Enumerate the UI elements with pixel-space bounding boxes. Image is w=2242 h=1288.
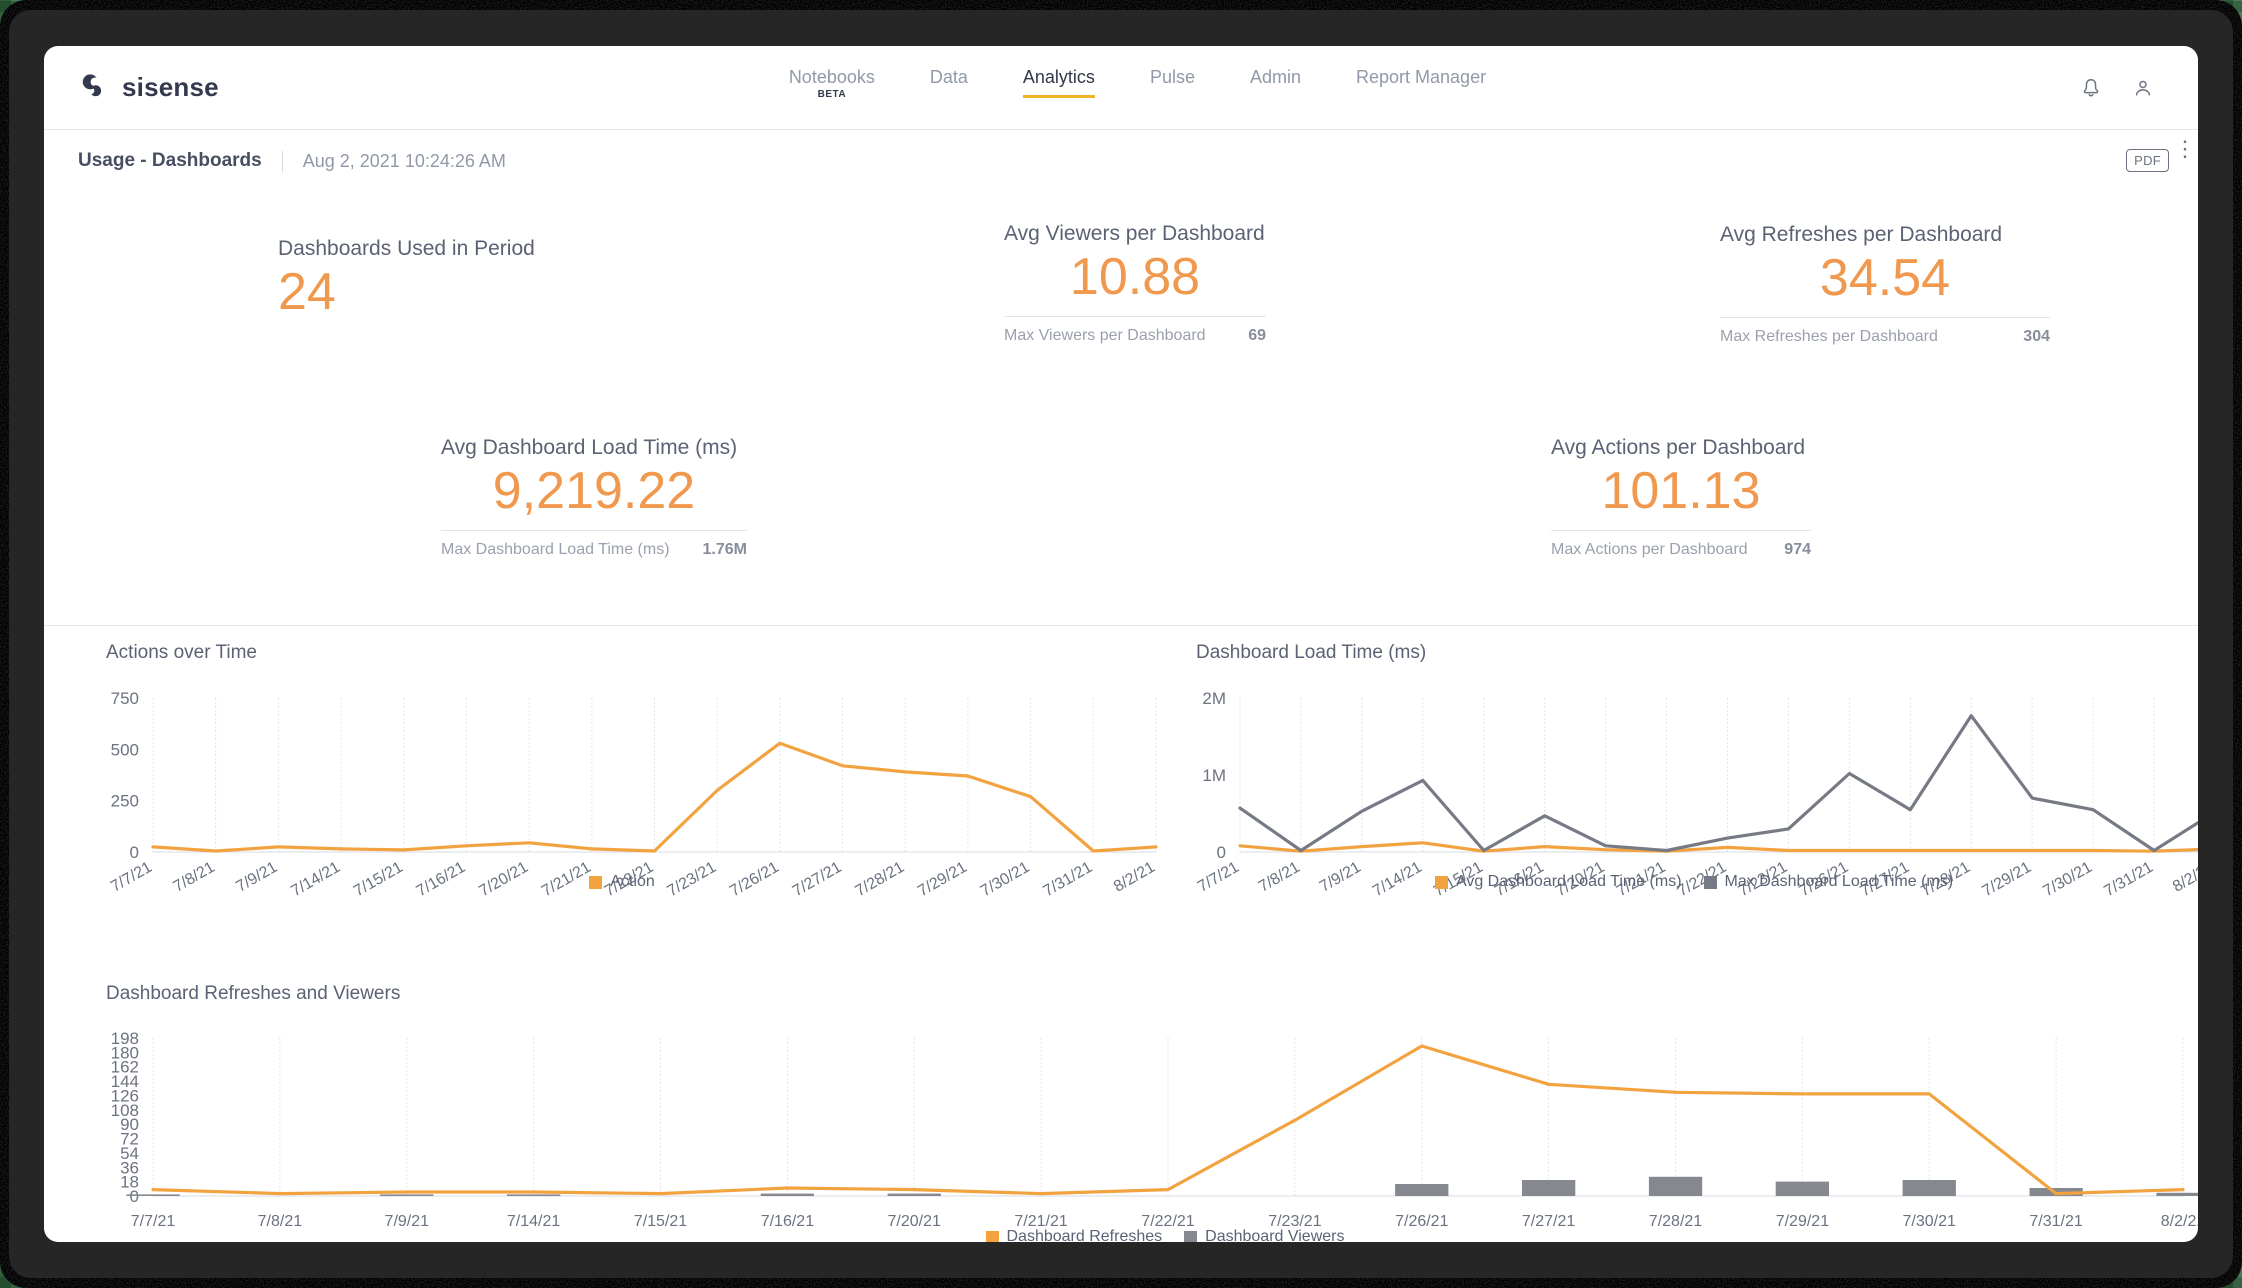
svg-text:198: 198 [111, 1029, 139, 1048]
svg-text:2M: 2M [1202, 689, 1226, 708]
svg-text:500: 500 [111, 740, 139, 759]
svg-text:750: 750 [111, 689, 139, 708]
svg-text:250: 250 [111, 792, 139, 811]
svg-text:0: 0 [130, 843, 139, 862]
svg-text:1M: 1M [1202, 766, 1226, 785]
svg-text:0: 0 [1217, 843, 1226, 862]
